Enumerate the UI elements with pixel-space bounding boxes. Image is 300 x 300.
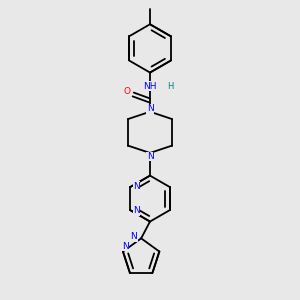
Text: N: N: [147, 104, 153, 113]
Text: N: N: [133, 206, 140, 215]
Text: NH: NH: [143, 82, 157, 91]
Text: N: N: [147, 152, 153, 161]
Text: N: N: [130, 232, 137, 241]
Text: N: N: [122, 242, 129, 251]
Text: O: O: [124, 87, 131, 96]
Text: N: N: [133, 182, 140, 191]
Text: H: H: [167, 82, 174, 91]
